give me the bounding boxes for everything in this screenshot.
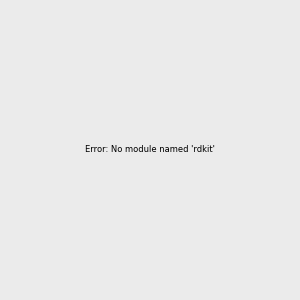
Text: Error: No module named 'rdkit': Error: No module named 'rdkit'	[85, 146, 215, 154]
